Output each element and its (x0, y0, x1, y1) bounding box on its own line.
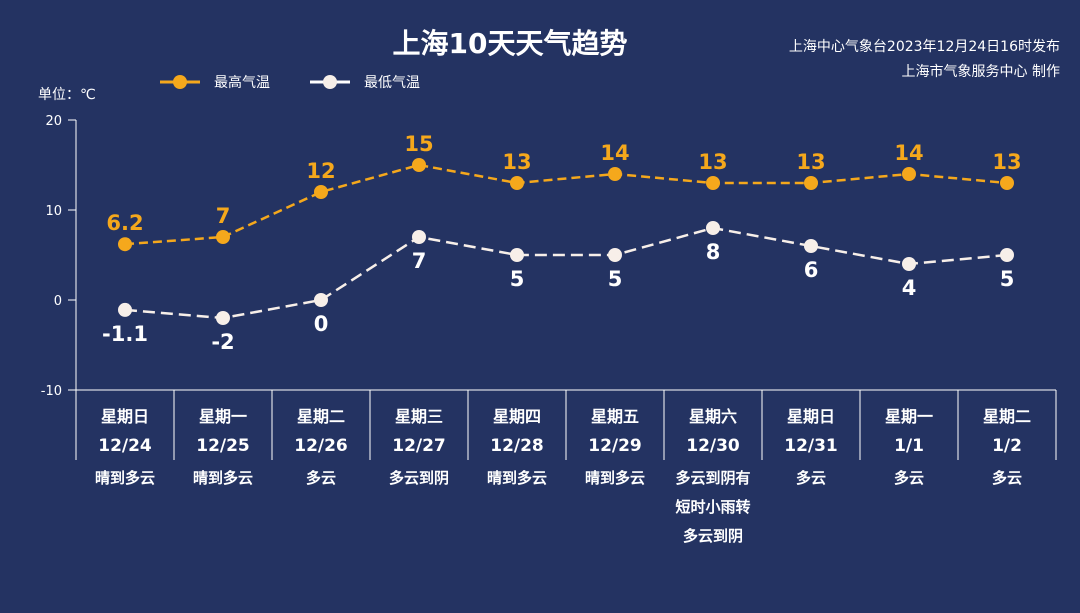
data-point-high (706, 176, 720, 190)
x-date-label: 12/25 (196, 436, 250, 456)
data-point-low (412, 230, 426, 244)
x-weekday-label: 星期一 (199, 407, 247, 426)
data-label-low: 5 (510, 267, 525, 291)
unit-label: 单位：℃ (38, 87, 96, 103)
x-weekday-label: 星期四 (493, 407, 541, 426)
x-weekday-label: 星期日 (787, 407, 835, 426)
x-weekday-label: 星期六 (689, 407, 737, 426)
x-weekday-label: 星期一 (885, 407, 933, 426)
legend-high-label: 最高气温 (214, 75, 270, 91)
x-date-label: 12/30 (686, 436, 740, 456)
series-line-low (124, 226, 1008, 320)
data-label-low: 5 (608, 267, 623, 291)
weather-label: 多云 (894, 469, 924, 487)
x-weekday-label: 星期二 (983, 407, 1031, 426)
data-point-high (608, 167, 622, 181)
data-label-low: 8 (706, 240, 721, 264)
legend-high-marker-icon (160, 75, 200, 89)
x-weekday-label: 星期三 (395, 407, 443, 426)
data-label-low: -1.1 (102, 322, 148, 346)
data-point-low (314, 293, 328, 307)
data-label-high: 14 (600, 141, 629, 165)
weather-label: 晴到多云 (193, 469, 253, 487)
x-weekday-label: 星期五 (591, 407, 639, 426)
data-label-high: 14 (894, 141, 923, 165)
legend-low-marker-icon (310, 75, 350, 89)
data-label-high: 13 (502, 150, 531, 174)
x-date-label: 12/27 (392, 436, 446, 456)
data-point-low (1000, 248, 1014, 262)
y-tick-label: 20 (45, 114, 62, 129)
x-weekday-label: 星期二 (297, 407, 345, 426)
y-tick-label: -10 (41, 384, 62, 399)
weather-label: 晴到多云 (95, 469, 155, 487)
data-point-low (902, 257, 916, 271)
data-label-high: 13 (698, 150, 727, 174)
y-tick-label: 0 (54, 294, 62, 309)
chart-title: 上海10天天气趋势 (392, 27, 628, 60)
x-date-label: 12/24 (98, 436, 152, 456)
legend-low: 最低气温 (310, 72, 420, 92)
data-point-low (118, 302, 132, 317)
data-label-low: 4 (902, 276, 917, 300)
data-label-low: 5 (1000, 267, 1015, 291)
weather-label: 晴到多云 (585, 469, 645, 487)
data-point-high (1000, 176, 1014, 190)
legend-high: 最高气温 (160, 72, 270, 92)
data-point-high (510, 176, 524, 190)
data-label-low: 6 (804, 258, 819, 282)
data-label-high: 13 (796, 150, 825, 174)
x-date-label: 12/29 (588, 436, 642, 456)
data-point-low (608, 248, 622, 262)
weather-label: 短时小雨转 (675, 498, 750, 516)
data-point-low (510, 248, 524, 262)
weather-label: 多云 (796, 469, 826, 487)
weather-label: 多云到阴有 (675, 469, 750, 487)
series-line-high (124, 163, 1008, 246)
data-label-low: 7 (412, 249, 427, 273)
x-weekday-label: 星期日 (101, 407, 149, 426)
data-point-high (314, 185, 328, 199)
data-point-low (706, 221, 720, 235)
weather-label: 多云 (306, 469, 336, 487)
data-label-low: 0 (314, 312, 329, 336)
data-label-high: 13 (992, 150, 1021, 174)
x-date-label: 1/1 (894, 436, 924, 456)
data-label-high: 15 (404, 132, 433, 156)
weather-label: 晴到多云 (487, 469, 547, 487)
data-label-high: 7 (216, 204, 231, 228)
weather-label: 多云到阴 (683, 527, 743, 545)
weather-label: 多云 (992, 469, 1022, 487)
data-point-high (216, 230, 230, 244)
x-date-label: 12/28 (490, 436, 544, 456)
data-point-high (902, 167, 916, 181)
weather-label: 多云到阴 (389, 469, 449, 487)
data-point-high (804, 176, 818, 190)
x-date-label: 1/2 (992, 436, 1022, 456)
data-point-low (216, 311, 230, 325)
data-label-low: -2 (211, 330, 234, 354)
publisher-text: 上海中心气象台2023年12月24日16时发布 (788, 39, 1060, 55)
data-point-low (804, 239, 818, 253)
data-point-high (412, 158, 426, 172)
data-label-high: 6.2 (106, 211, 143, 235)
x-date-label: 12/26 (294, 436, 348, 456)
legend-low-label: 最低气温 (364, 75, 420, 91)
x-date-label: 12/31 (784, 436, 838, 456)
producer-text: 上海市气象服务中心 制作 (901, 64, 1060, 80)
data-point-high (118, 237, 132, 252)
data-label-high: 12 (306, 159, 335, 183)
y-tick-label: 10 (45, 204, 62, 219)
